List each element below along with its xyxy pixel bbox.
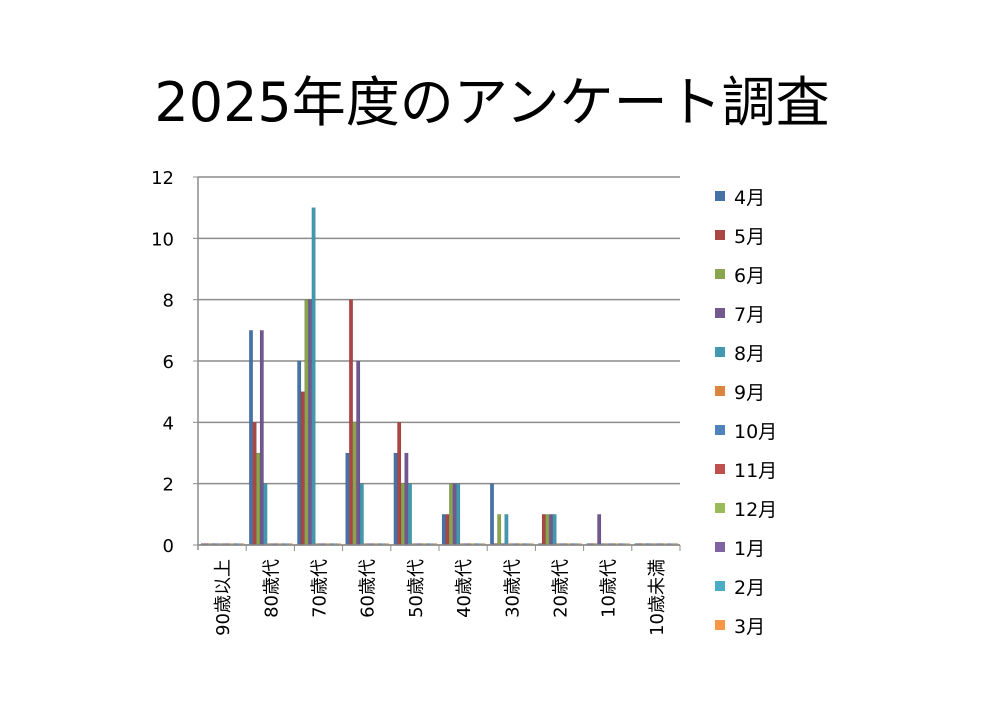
bar-6月-60歳代	[352, 422, 357, 546]
bar-7月-70歳代	[307, 299, 313, 546]
bar-4月-40歳代	[441, 514, 446, 546]
legend-label: 5月	[734, 226, 765, 248]
bar-7月-50歳代	[404, 452, 409, 546]
x-tick-label: 90歳以上	[213, 559, 234, 636]
bar-8月-30歳代	[504, 514, 509, 546]
legend-swatch	[715, 269, 725, 279]
bar-6月-30歳代	[497, 514, 502, 546]
bar-6月-70歳代	[304, 299, 309, 546]
bar-5月-80歳代	[252, 422, 257, 546]
legend-swatch	[715, 620, 725, 630]
bar-6月-40歳代	[448, 483, 454, 546]
legend-swatch	[715, 386, 725, 396]
x-tick-label: 70歳代	[310, 559, 331, 618]
x-tick-label: 30歳代	[502, 559, 523, 618]
x-tick-label: 50歳代	[406, 559, 427, 618]
legend-label: 12月	[734, 499, 777, 521]
bar-4月-50歳代	[393, 452, 398, 546]
y-tick-label: 8	[163, 291, 174, 312]
bar-8月-70歳代	[311, 207, 316, 546]
legend-swatch	[715, 425, 725, 435]
legend-label: 10月	[734, 421, 777, 443]
bar-4月-80歳代	[248, 330, 254, 546]
bar-7月-60歳代	[356, 360, 361, 546]
bar-6月-80歳代	[256, 452, 261, 546]
chart-title: 2025年度のアンケート調査	[154, 71, 830, 134]
legend-swatch	[715, 503, 725, 513]
legend-label: 2月	[734, 577, 765, 599]
legend-label: 3月	[734, 616, 765, 638]
y-tick-label: 0	[163, 536, 174, 557]
bar-8月-50歳代	[407, 483, 413, 546]
x-tick-label: 60歳代	[358, 559, 379, 618]
x-tick-label: 40歳代	[454, 559, 475, 618]
legend-swatch	[715, 347, 725, 357]
bar-7月-10歳代	[597, 514, 602, 546]
legend-swatch	[715, 464, 725, 474]
legend-label: 6月	[734, 265, 765, 287]
bar-5月-40歳代	[445, 514, 450, 546]
x-tick-label: 80歳代	[261, 559, 282, 618]
y-tick-label: 2	[163, 475, 174, 496]
bar-8月-80歳代	[263, 483, 268, 546]
legend-swatch	[715, 542, 725, 552]
bar-8月-20歳代	[552, 514, 557, 546]
legend-label: 1月	[734, 538, 765, 560]
y-tick-label: 4	[163, 413, 174, 434]
bar-7月-80歳代	[259, 330, 264, 546]
bar-7月-40歳代	[452, 483, 457, 546]
bar-6月-50歳代	[400, 483, 405, 546]
bar-8月-60歳代	[359, 483, 364, 546]
bar-4月-30歳代	[489, 483, 495, 546]
bar-5月-60歳代	[348, 299, 354, 546]
legend-label: 7月	[734, 304, 765, 326]
x-tick-label: 10歳未満	[647, 559, 668, 636]
legend-label: 8月	[734, 343, 765, 365]
bar-5月-20歳代	[541, 514, 546, 546]
legend-swatch	[715, 581, 725, 591]
legend-swatch	[715, 230, 725, 240]
legend-label: 4月	[734, 187, 765, 209]
bar-5月-70歳代	[300, 391, 305, 546]
bar-8月-40歳代	[456, 483, 461, 546]
legend-label: 11月	[734, 460, 777, 482]
bar-6月-20歳代	[545, 514, 550, 546]
x-tick-label: 20歳代	[551, 559, 572, 618]
y-tick-label: 12	[151, 168, 174, 189]
bar-4月-70歳代	[297, 360, 302, 546]
legend-swatch	[715, 191, 725, 201]
bar-7月-20歳代	[548, 514, 554, 546]
bar-5月-50歳代	[397, 422, 402, 546]
y-tick-label: 10	[151, 229, 174, 250]
legend-label: 9月	[734, 382, 765, 404]
x-tick-label: 10歳代	[599, 559, 620, 618]
legend-swatch	[715, 308, 725, 318]
bar-4月-60歳代	[345, 452, 350, 546]
y-tick-label: 6	[163, 352, 174, 373]
